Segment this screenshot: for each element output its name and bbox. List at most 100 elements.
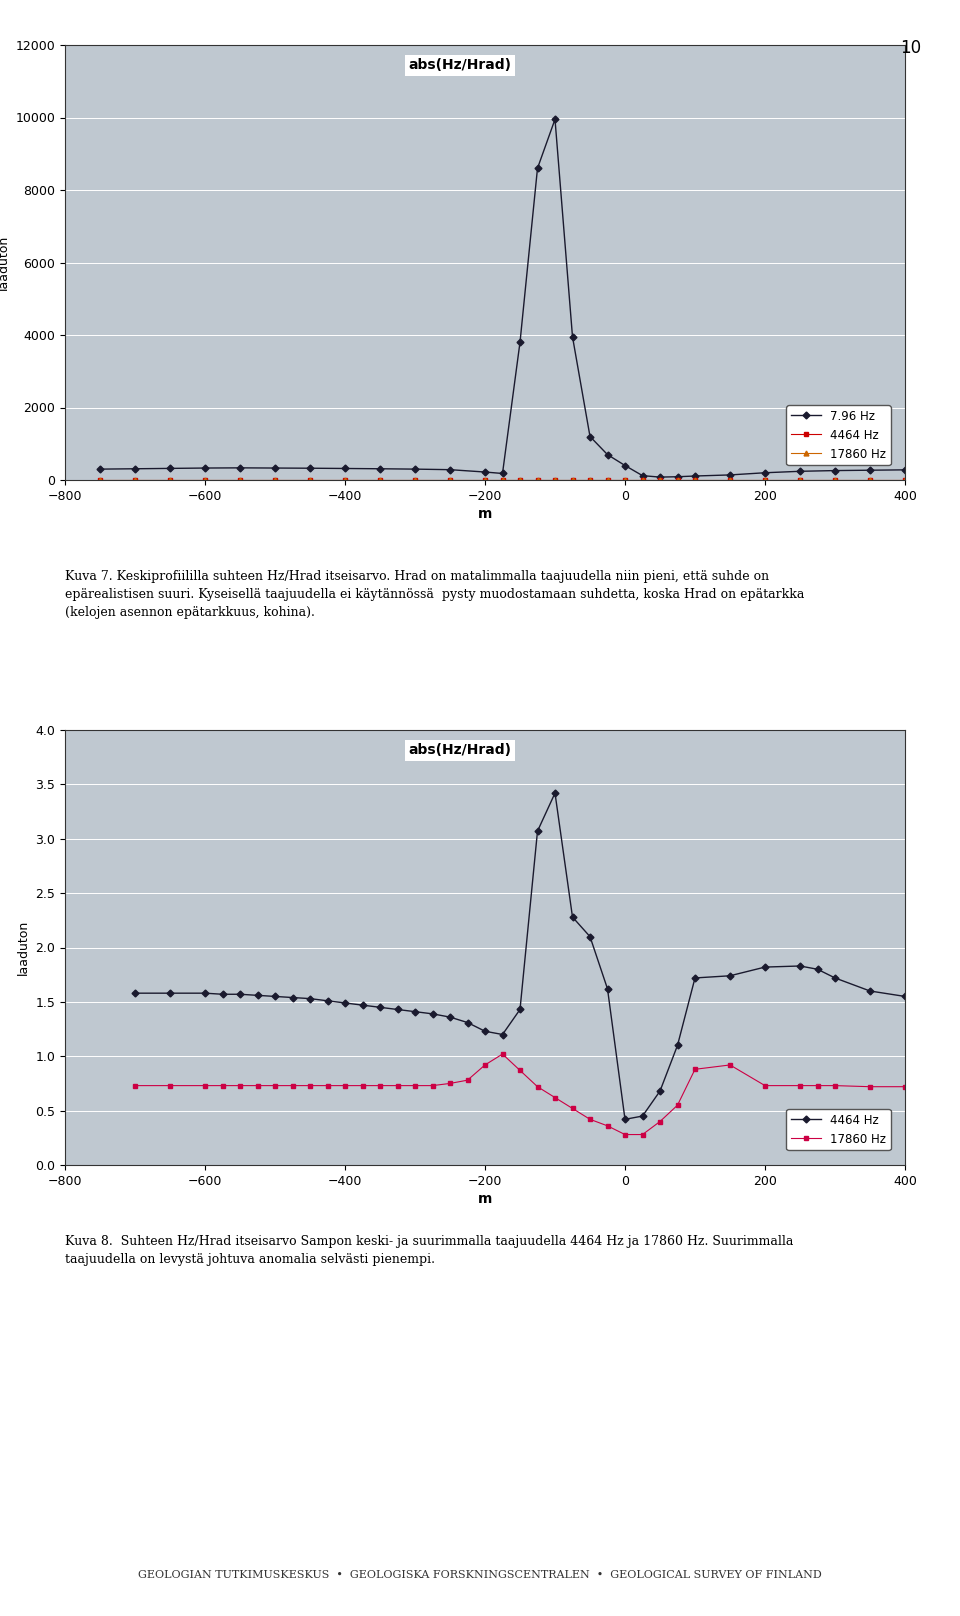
7.96 Hz <box>234 459 246 478</box>
4464 Hz <box>829 470 841 490</box>
17860 Hz <box>164 470 176 490</box>
4464 Hz <box>689 470 701 490</box>
7.96 Hz <box>900 461 911 480</box>
17860 Hz <box>304 1076 316 1096</box>
4464 Hz <box>864 470 876 490</box>
17860 Hz <box>427 1076 439 1096</box>
17860 Hz <box>234 470 246 490</box>
4464 Hz <box>672 470 684 490</box>
17860 Hz <box>655 1112 666 1131</box>
7.96 Hz <box>496 464 508 483</box>
4464 Hz <box>462 1013 473 1033</box>
7.96 Hz <box>532 158 543 178</box>
17860 Hz <box>479 1055 491 1075</box>
7.96 Hz <box>689 467 701 486</box>
7.96 Hz <box>619 456 631 475</box>
17860 Hz <box>619 470 631 490</box>
4464 Hz <box>549 784 561 803</box>
4464 Hz <box>287 987 299 1007</box>
4464 Hz <box>864 981 876 1000</box>
4464 Hz <box>585 470 596 490</box>
17860 Hz <box>200 470 211 490</box>
17860 Hz <box>339 1076 350 1096</box>
7.96 Hz <box>672 467 684 486</box>
7.96 Hz <box>515 333 526 352</box>
7.96 Hz <box>549 110 561 129</box>
4464 Hz <box>130 984 141 1004</box>
4464 Hz <box>689 968 701 987</box>
17860 Hz <box>287 1076 299 1096</box>
17860 Hz <box>479 470 491 490</box>
17860 Hz <box>724 1055 735 1075</box>
X-axis label: m: m <box>478 507 492 520</box>
4464 Hz <box>900 470 911 490</box>
4464 Hz <box>515 1000 526 1020</box>
17860 Hz <box>585 470 596 490</box>
17860 Hz <box>234 1076 246 1096</box>
17860 Hz <box>409 470 420 490</box>
17860 Hz <box>304 470 316 490</box>
7.96 Hz <box>479 462 491 482</box>
17860 Hz <box>602 470 613 490</box>
17860 Hz <box>689 470 701 490</box>
17860 Hz <box>200 1076 211 1096</box>
7.96 Hz <box>130 459 141 478</box>
Text: GEOLOGIAN TUTKIMUSKESKUS  •  GEOLOGISKA FORSKNINGSCENTRALEN  •  GEOLOGICAL SURVE: GEOLOGIAN TUTKIMUSKESKUS • GEOLOGISKA FO… <box>138 1571 822 1580</box>
17860 Hz <box>549 1088 561 1107</box>
4464 Hz <box>269 987 280 1007</box>
4464 Hz <box>829 968 841 987</box>
17860 Hz <box>864 1076 876 1096</box>
7.96 Hz <box>94 459 106 478</box>
17860 Hz <box>829 470 841 490</box>
Text: abs(Hz/Hrad): abs(Hz/Hrad) <box>408 743 512 756</box>
4464 Hz <box>234 984 246 1004</box>
4464 Hz <box>794 470 805 490</box>
7.96 Hz <box>602 444 613 464</box>
17860 Hz <box>794 1076 805 1096</box>
4464 Hz <box>566 470 578 490</box>
7.96 Hz <box>339 459 350 478</box>
17860 Hz <box>515 1060 526 1079</box>
7.96 Hz <box>566 326 578 346</box>
17860 Hz <box>672 1096 684 1115</box>
17860 Hz <box>759 470 771 490</box>
17860 Hz <box>724 470 735 490</box>
17860 Hz <box>217 1076 228 1096</box>
4464 Hz <box>724 470 735 490</box>
17860 Hz <box>496 1044 508 1063</box>
4464 Hz <box>374 997 386 1016</box>
17860 Hz <box>444 470 456 490</box>
4464 Hz <box>339 470 350 490</box>
4464 Hz <box>672 1036 684 1055</box>
17860 Hz <box>374 470 386 490</box>
17860 Hz <box>252 1076 263 1096</box>
4464 Hz <box>409 470 420 490</box>
7.96 Hz <box>724 465 735 485</box>
4464 Hz <box>636 1107 648 1126</box>
17860 Hz <box>496 470 508 490</box>
17860 Hz <box>532 1076 543 1096</box>
17860 Hz <box>462 1070 473 1089</box>
17860 Hz <box>409 1076 420 1096</box>
17860 Hz <box>269 470 280 490</box>
4464 Hz <box>724 966 735 986</box>
17860 Hz <box>374 1076 386 1096</box>
4464 Hz <box>602 470 613 490</box>
4464 Hz <box>479 470 491 490</box>
4464 Hz <box>900 987 911 1007</box>
17860 Hz <box>689 1060 701 1079</box>
Line: 4464 Hz: 4464 Hz <box>132 790 907 1122</box>
4464 Hz <box>655 1081 666 1100</box>
X-axis label: m: m <box>478 1193 492 1206</box>
17860 Hz <box>672 470 684 490</box>
17860 Hz <box>655 470 666 490</box>
17860 Hz <box>164 1076 176 1096</box>
4464 Hz <box>200 984 211 1004</box>
4464 Hz <box>444 1007 456 1026</box>
17860 Hz <box>392 1076 403 1096</box>
4464 Hz <box>496 1025 508 1044</box>
17860 Hz <box>636 1125 648 1144</box>
17860 Hz <box>829 1076 841 1096</box>
4464 Hz <box>94 470 106 490</box>
7.96 Hz <box>164 459 176 478</box>
